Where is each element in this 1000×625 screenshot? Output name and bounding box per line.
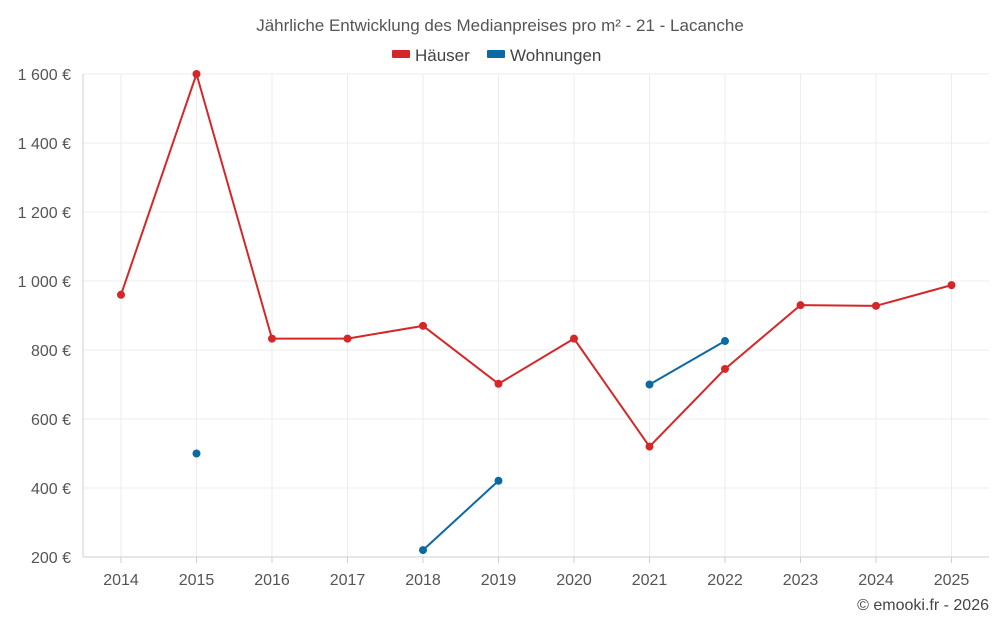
data-point-haeuser-2015[interactable] <box>192 70 201 78</box>
data-point-haeuser-2025[interactable] <box>947 281 956 290</box>
series-line-segment-haeuser <box>195 73 273 340</box>
y-tick-label: 600 € <box>31 412 71 429</box>
data-point-wohnungen-2022[interactable] <box>721 337 729 346</box>
series-line-segment-haeuser <box>724 304 802 370</box>
series-wohnungen <box>192 337 729 555</box>
series-line-segment-haeuser <box>120 73 198 296</box>
data-point-wohnungen-2021[interactable] <box>645 380 654 389</box>
y-tick-label: 1 200 € <box>18 205 71 222</box>
y-tick-label: 800 € <box>31 343 71 360</box>
grid-lines <box>83 73 989 557</box>
chart-title: Jährliche Entwicklung des Medianpreises … <box>256 16 744 35</box>
data-point-haeuser-2022[interactable] <box>721 364 729 373</box>
x-tick-label: 2023 <box>783 572 819 589</box>
data-point-haeuser-2017[interactable] <box>343 334 352 343</box>
data-point-wohnungen-2015[interactable] <box>192 449 201 458</box>
series-line-segment-haeuser <box>422 324 500 385</box>
legend-label-haeuser: Häuser <box>415 46 470 65</box>
series-line-segment-wohnungen <box>422 479 500 552</box>
y-tick-label: 200 € <box>31 550 71 567</box>
legend[interactable]: Häuser Wohnungen <box>392 46 601 65</box>
series-line-segment-wohnungen <box>648 340 726 386</box>
data-point-wohnungen-2018[interactable] <box>419 546 427 555</box>
x-axis-tick-labels: 2014 2015 2016 2017 2018 2019 2020 2021 2022 2023… <box>103 572 969 589</box>
data-point-haeuser-2024[interactable] <box>872 301 880 310</box>
series-line-segment-haeuser <box>648 367 726 448</box>
data-point-haeuser-2023[interactable] <box>796 301 805 310</box>
x-tick-label: 2024 <box>858 572 894 589</box>
series-line-segment-haeuser <box>346 324 424 340</box>
data-point-haeuser-2016[interactable] <box>268 334 276 343</box>
x-tick-label: 2021 <box>632 572 668 589</box>
y-tick-label: 1 600 € <box>18 67 71 84</box>
x-tick-label: 2019 <box>481 572 517 589</box>
legend-item-wohnungen[interactable]: Wohnungen <box>487 46 601 65</box>
y-tick-label: 1 400 € <box>18 136 71 153</box>
y-tick-label: 1 000 € <box>18 274 71 291</box>
data-point-haeuser-2020[interactable] <box>570 334 578 343</box>
x-tick-label: 2018 <box>405 572 441 589</box>
x-tick-label: 2025 <box>934 572 970 589</box>
legend-swatch-haeuser <box>392 50 410 58</box>
data-point-haeuser-2021[interactable] <box>645 442 654 451</box>
x-tick-label: 2020 <box>556 572 592 589</box>
credit-text: © emooki.fr - 2026 <box>857 597 989 614</box>
x-tick-label: 2016 <box>254 572 290 589</box>
data-point-haeuser-2014[interactable] <box>117 290 125 299</box>
series-line-segment-haeuser <box>799 304 877 307</box>
x-tick-label: 2017 <box>330 572 366 589</box>
y-axis-tick-labels: 200 € 400 € 600 € 800 € 1 000 € 1 200 € 1 400 … <box>18 67 71 567</box>
x-tick-label: 2022 <box>707 572 743 589</box>
series-line-segment-haeuser <box>875 284 953 307</box>
x-tick-label: 2014 <box>103 572 139 589</box>
data-series <box>117 70 956 555</box>
series-line-segment-haeuser <box>497 337 575 385</box>
legend-swatch-wohnungen <box>487 50 505 58</box>
y-tick-label: 400 € <box>31 481 71 498</box>
legend-item-haeuser[interactable]: Häuser <box>392 46 470 65</box>
legend-label-wohnungen: Wohnungen <box>510 46 601 65</box>
data-point-haeuser-2019[interactable] <box>494 379 503 388</box>
series-line-segment-haeuser <box>573 337 651 448</box>
x-tick-label: 2015 <box>179 572 215 589</box>
data-point-wohnungen-2019[interactable] <box>494 476 503 485</box>
data-point-haeuser-2018[interactable] <box>419 321 427 330</box>
axes <box>82 74 989 563</box>
series-haeuser <box>117 70 956 451</box>
